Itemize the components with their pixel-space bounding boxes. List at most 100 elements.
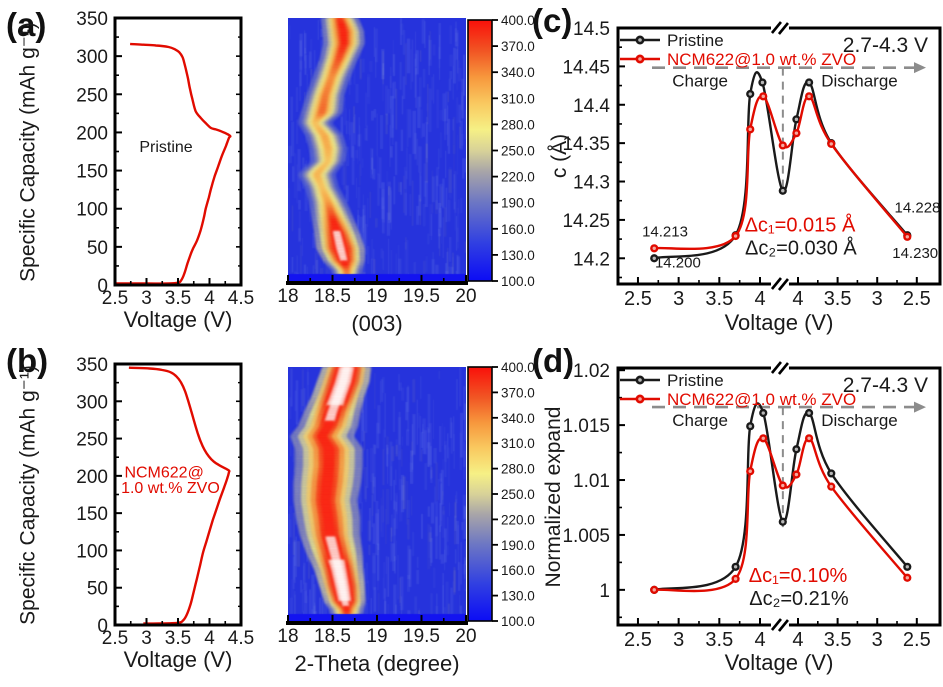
x-tick-label: 18.5 <box>314 286 351 307</box>
data-point <box>804 408 814 418</box>
panel_d-plot: Charge Discharge 1 1.005 1.01 1.015 1.02 2.5 3 3.… <box>562 361 942 651</box>
arrow-head <box>914 401 926 413</box>
x-tick-label: 3.5 <box>165 288 191 309</box>
x-tick-label: 20 <box>455 286 476 307</box>
colorbar-tick-label: 190.0 <box>501 538 535 553</box>
axis-break-mark <box>777 619 789 632</box>
data-point-center <box>905 233 910 237</box>
data-point <box>778 481 787 490</box>
panel_c-frame <box>616 26 942 286</box>
data-point <box>792 470 801 479</box>
y-tick-label: 350 <box>76 355 108 376</box>
axis-break-mark <box>770 277 782 290</box>
x-title-panel-d: Voltage (V) <box>724 650 834 675</box>
legend-marker-center <box>638 38 642 42</box>
data-point <box>903 562 912 571</box>
y-tick-label: 1.01 <box>573 471 610 492</box>
panel_c-curve-1 <box>654 94 909 251</box>
x-tick-label: 19 <box>366 286 387 307</box>
colorbar-tick-label: 250.0 <box>501 487 535 502</box>
x-tick-label: 3 <box>673 629 684 651</box>
colorbar-tick-label: 370.0 <box>501 39 535 54</box>
y-tick-label: 0 <box>97 616 108 637</box>
delta-annotation: Δc₂=0.21% <box>749 588 849 610</box>
x-tick-label: 4 <box>204 288 215 309</box>
x-tick-label: 3 <box>872 288 883 310</box>
y-tick-label: 100 <box>76 541 108 562</box>
panel_a-plot: 2.5 3 3.5 4 4.5 0 50 100 150 200 250 300 350 Pristine <box>76 9 254 309</box>
data-point <box>804 78 814 87</box>
panel_a-curve <box>116 42 232 285</box>
colorbar-tick-label: 340.0 <box>501 411 535 426</box>
voltage-range-label: 2.7-4.3 V <box>843 374 928 397</box>
y-tick-label: 250 <box>76 85 108 106</box>
x-tick-label: 4 <box>792 629 803 651</box>
y-tick-label: 1 <box>599 581 610 602</box>
data-point-center <box>761 94 765 99</box>
colorbar-tick-label: 280.0 <box>501 117 535 132</box>
data-point <box>731 562 740 571</box>
y-tick-label: 14.5 <box>573 19 610 40</box>
panel_b-curve <box>128 366 231 625</box>
data-point <box>650 585 659 594</box>
colorbar-tick-label: 160.0 <box>501 563 535 578</box>
axis-break-mask <box>770 279 789 289</box>
data-point <box>778 141 787 150</box>
data-point-center <box>794 117 799 122</box>
data-point-center <box>652 246 656 251</box>
x-tick-label: 3.5 <box>165 628 191 649</box>
x-tick-label: 20 <box>455 626 476 647</box>
y-title-panel-a: Specific Capacity (mAh g⁻¹) <box>16 22 40 282</box>
panel_d-curve-0 <box>653 402 909 592</box>
data-point-center <box>733 565 738 569</box>
panel-letter-c: (c) <box>532 2 573 39</box>
x-tick-label: 3 <box>141 628 152 649</box>
y-tick-label: 1.015 <box>562 416 610 437</box>
panel-letter-d: (d) <box>532 342 575 379</box>
colorbar-tick-label: 190.0 <box>501 196 535 211</box>
data-point <box>903 232 912 241</box>
data-point <box>731 231 740 240</box>
x-tick-label: 18.5 <box>314 626 351 647</box>
data-point <box>650 585 659 594</box>
y-tick-label: 250 <box>76 430 108 451</box>
x-title-panel-b: Voltage (V) <box>123 647 233 672</box>
x-tick-label: 3 <box>872 629 883 651</box>
data-point-center <box>794 447 799 451</box>
x-tick-label: 2.5 <box>624 629 652 651</box>
colorbar-tick-label: 220.0 <box>501 512 535 527</box>
heatmap-003-pristine <box>288 18 466 281</box>
data-point-center <box>761 411 765 415</box>
x-title-heatmap-pristine: (003) <box>351 311 403 336</box>
colorbar-tick-label: 220.0 <box>501 170 535 185</box>
data-point-center <box>905 576 910 580</box>
data-point-center <box>829 471 833 476</box>
axis-break-mark <box>777 22 789 35</box>
x-tick-label: 19 <box>366 626 387 647</box>
x-tick-label: 19.5 <box>403 286 440 307</box>
colorbar-tick-label: 100.0 <box>501 614 535 629</box>
x-tick-label: 3 <box>141 288 152 309</box>
y-tick-label: 300 <box>76 47 108 68</box>
data-point <box>827 139 836 149</box>
panel_b-inner-label: NCM622@ <box>124 465 203 482</box>
data-point-center <box>748 92 752 96</box>
x-tick-label: 3.5 <box>824 288 852 310</box>
colorbar-tick-label: 340.0 <box>501 65 535 80</box>
data-point-center <box>829 141 833 145</box>
data-point <box>731 231 740 241</box>
data-point-center <box>781 189 785 193</box>
data-point-center <box>761 436 765 440</box>
y-tick-label: 14.2 <box>573 249 610 270</box>
delta-annotation: Δc₁=0.10% <box>749 565 848 587</box>
panel_b-frame <box>113 362 243 627</box>
x-tick-label: 18 <box>277 286 298 307</box>
y-title-panel-d: Normalized expand <box>542 406 565 588</box>
data-point-center <box>807 411 811 415</box>
data-point-center <box>781 143 785 148</box>
data-point <box>650 254 659 263</box>
panel_d-frame <box>616 366 942 627</box>
panel_b-plot: 2.5 3 3.5 4 4.5 0 50 100 150 200 250 300 350 NCM622@1… <box>76 355 254 649</box>
y-tick-label: 0 <box>97 276 108 297</box>
